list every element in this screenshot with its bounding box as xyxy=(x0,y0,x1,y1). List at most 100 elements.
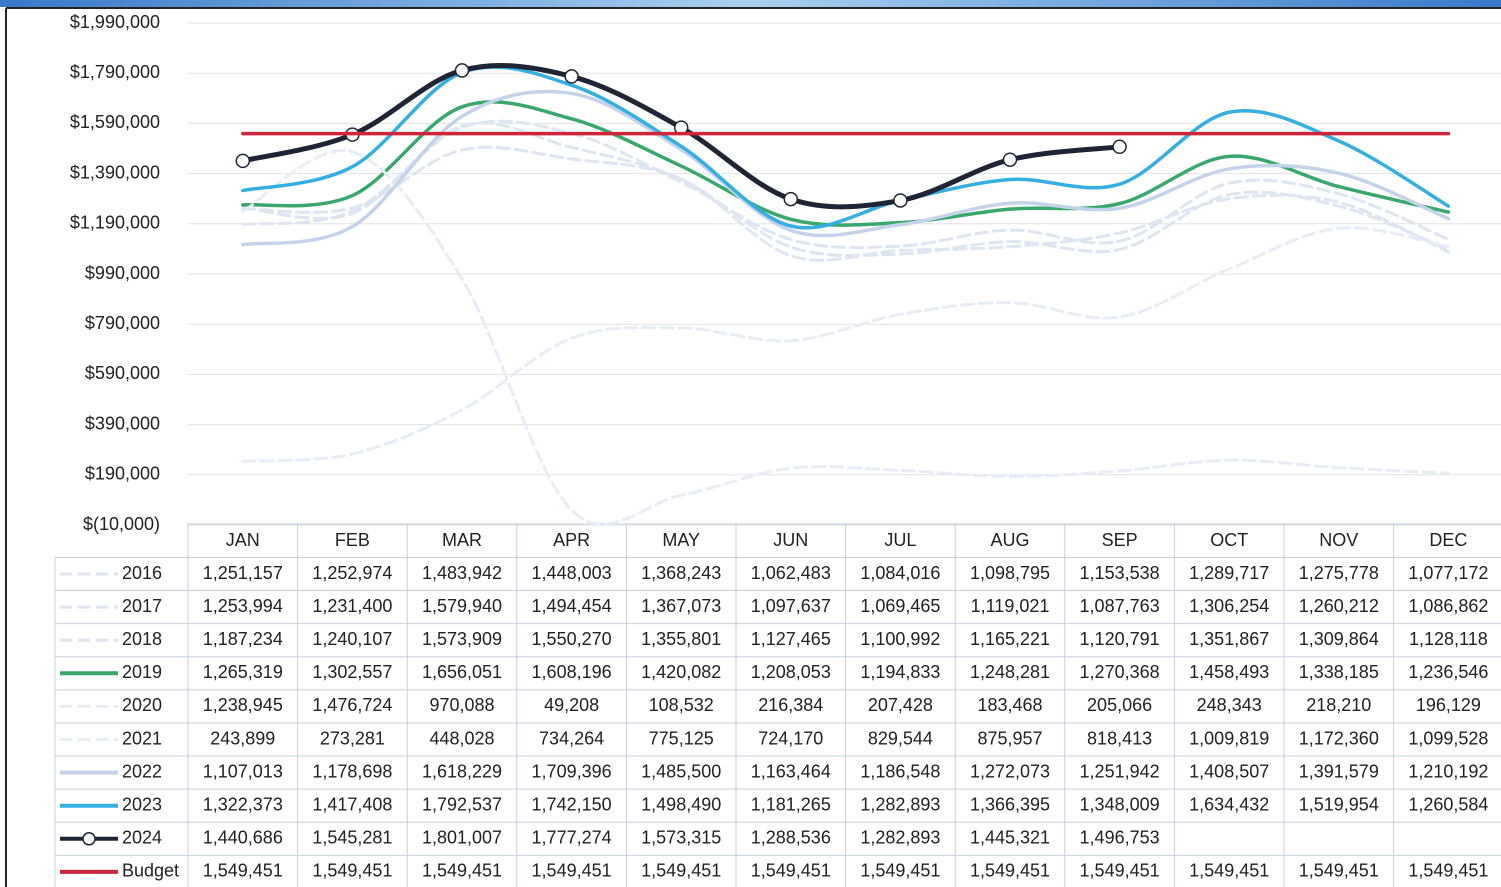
table-value: 1,009,819 xyxy=(1189,728,1269,748)
table-value: 1,208,053 xyxy=(751,662,831,682)
x-tick-label: JAN xyxy=(226,530,260,550)
table-value: 1,252,974 xyxy=(312,563,392,583)
x-tick-label: NOV xyxy=(1319,530,1358,550)
table-value: 207,428 xyxy=(868,695,933,715)
table-value: 1,485,500 xyxy=(641,761,721,781)
table-value: 1,634,432 xyxy=(1189,794,1269,814)
table-value: 1,248,281 xyxy=(970,662,1050,682)
series-line xyxy=(241,148,1450,526)
table-value: 1,270,368 xyxy=(1080,662,1160,682)
x-tick-label: OCT xyxy=(1210,530,1248,550)
table-value: 875,957 xyxy=(977,728,1042,748)
point-marker xyxy=(893,193,908,208)
table-value: 248,343 xyxy=(1197,695,1262,715)
table-value: 1,549,451 xyxy=(312,861,392,881)
table-value: 1,187,234 xyxy=(203,629,283,649)
table-value: 1,238,945 xyxy=(203,695,283,715)
top-bar xyxy=(0,0,1501,7)
x-tick-label: APR xyxy=(553,530,590,550)
table-value: 1,338,185 xyxy=(1299,662,1379,682)
table-value: 1,408,507 xyxy=(1189,761,1269,781)
table-value: 1,549,451 xyxy=(1080,861,1160,881)
table-value: 1,178,698 xyxy=(312,761,392,781)
table-value: 1,494,454 xyxy=(532,596,612,616)
y-tick-label: $(10,000) xyxy=(83,514,160,534)
table-value: 1,355,801 xyxy=(641,629,721,649)
table-value: 1,549,451 xyxy=(1299,861,1379,881)
table-value: 1,579,940 xyxy=(422,596,502,616)
point-marker xyxy=(564,69,579,84)
table-value: 1,549,451 xyxy=(641,861,721,881)
series-line xyxy=(241,121,1450,258)
table-value: 1,777,274 xyxy=(532,828,612,848)
table-value: 1,573,315 xyxy=(641,828,721,848)
series-line xyxy=(241,65,1451,230)
table-value: 1,251,942 xyxy=(1080,761,1160,781)
y-tick-label: $1,590,000 xyxy=(70,112,160,132)
legend-label: 2019 xyxy=(122,662,162,682)
table-value: 1,107,013 xyxy=(203,761,283,781)
table-value: 1,099,528 xyxy=(1408,728,1488,748)
legend-label: 2018 xyxy=(122,629,162,649)
x-tick-label: SEP xyxy=(1102,530,1138,550)
table-value: 1,498,490 xyxy=(641,794,721,814)
table-value: 1,087,763 xyxy=(1080,596,1160,616)
table-value: 1,194,833 xyxy=(860,662,940,682)
point-marker xyxy=(454,63,470,78)
table-value: 1,265,319 xyxy=(203,662,283,682)
table-value: 829,544 xyxy=(868,728,933,748)
table-value: 1,282,893 xyxy=(860,828,940,848)
table-value: 1,483,942 xyxy=(422,563,502,583)
table-value: 1,210,192 xyxy=(1408,761,1488,781)
legend-label: Budget xyxy=(122,861,179,881)
table-value: 1,288,536 xyxy=(751,828,831,848)
table-value: 1,231,400 xyxy=(312,596,392,616)
table-value: 1,272,073 xyxy=(970,761,1050,781)
y-tick-label: $1,390,000 xyxy=(70,162,160,182)
table-value: 1,367,073 xyxy=(641,596,721,616)
table-value: 1,084,016 xyxy=(860,563,940,583)
table-value: 1,496,753 xyxy=(1080,828,1160,848)
y-tick-label: $790,000 xyxy=(85,313,160,333)
y-tick-label: $1,790,000 xyxy=(70,62,160,82)
table-value: 1,069,465 xyxy=(860,596,940,616)
table-value: 1,549,451 xyxy=(970,861,1050,881)
series-line xyxy=(241,100,1451,227)
series-line xyxy=(241,145,1450,262)
table-value: 1,253,994 xyxy=(203,596,283,616)
table-value: 1,163,464 xyxy=(751,761,831,781)
table-value: 1,458,493 xyxy=(1189,662,1269,682)
y-tick-label: $1,190,000 xyxy=(70,213,160,233)
table-value: 1,549,451 xyxy=(751,861,831,881)
table-value: 1,549,451 xyxy=(422,861,502,881)
table-value: 1,549,451 xyxy=(532,861,612,881)
table-value: 183,468 xyxy=(977,695,1042,715)
table-value: 1,742,150 xyxy=(532,794,612,814)
table-value: 1,792,537 xyxy=(422,794,502,814)
table-value: 1,573,909 xyxy=(422,629,502,649)
table-value: 1,289,717 xyxy=(1189,563,1269,583)
table-value: 970,088 xyxy=(429,695,494,715)
table-value: 1,282,893 xyxy=(860,794,940,814)
table-value: 1,550,270 xyxy=(532,629,612,649)
table-value: 1,062,483 xyxy=(751,563,831,583)
table-value: 448,028 xyxy=(429,728,494,748)
y-tick-label: $390,000 xyxy=(85,413,160,433)
table-value: 218,210 xyxy=(1306,695,1371,715)
table-value: 1,322,373 xyxy=(203,794,283,814)
table-value: 1,236,546 xyxy=(1408,662,1488,682)
y-tick-label: $1,990,000 xyxy=(70,12,160,32)
table-value: 1,549,451 xyxy=(1189,861,1269,881)
table-value: 1,545,281 xyxy=(312,828,392,848)
table-value: 205,066 xyxy=(1087,695,1152,715)
legend-label: 2020 xyxy=(122,695,162,715)
legend-label: 2022 xyxy=(122,761,162,781)
table-value: 734,264 xyxy=(539,728,604,748)
table-value: 1,801,007 xyxy=(422,828,502,848)
x-tick-label: JUN xyxy=(773,530,808,550)
table-value: 1,240,107 xyxy=(312,629,392,649)
legend-label: 2024 xyxy=(122,828,162,848)
x-tick-label: MAY xyxy=(662,530,700,550)
table-value: 49,208 xyxy=(544,695,599,715)
